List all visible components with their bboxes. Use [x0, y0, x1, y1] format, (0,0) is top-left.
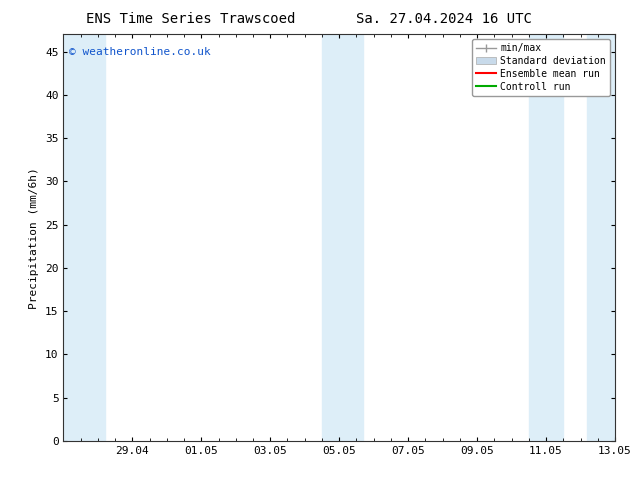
Bar: [529, 34, 563, 441]
Bar: [63, 34, 105, 441]
Text: © weatheronline.co.uk: © weatheronline.co.uk: [69, 47, 210, 56]
Y-axis label: Precipitation (mm/6h): Precipitation (mm/6h): [30, 167, 39, 309]
Text: ENS Time Series Trawscoed: ENS Time Series Trawscoed: [86, 12, 295, 26]
Bar: [322, 34, 363, 441]
Text: Sa. 27.04.2024 16 UTC: Sa. 27.04.2024 16 UTC: [356, 12, 532, 26]
Legend: min/max, Standard deviation, Ensemble mean run, Controll run: min/max, Standard deviation, Ensemble me…: [472, 39, 610, 96]
Bar: [587, 34, 615, 441]
